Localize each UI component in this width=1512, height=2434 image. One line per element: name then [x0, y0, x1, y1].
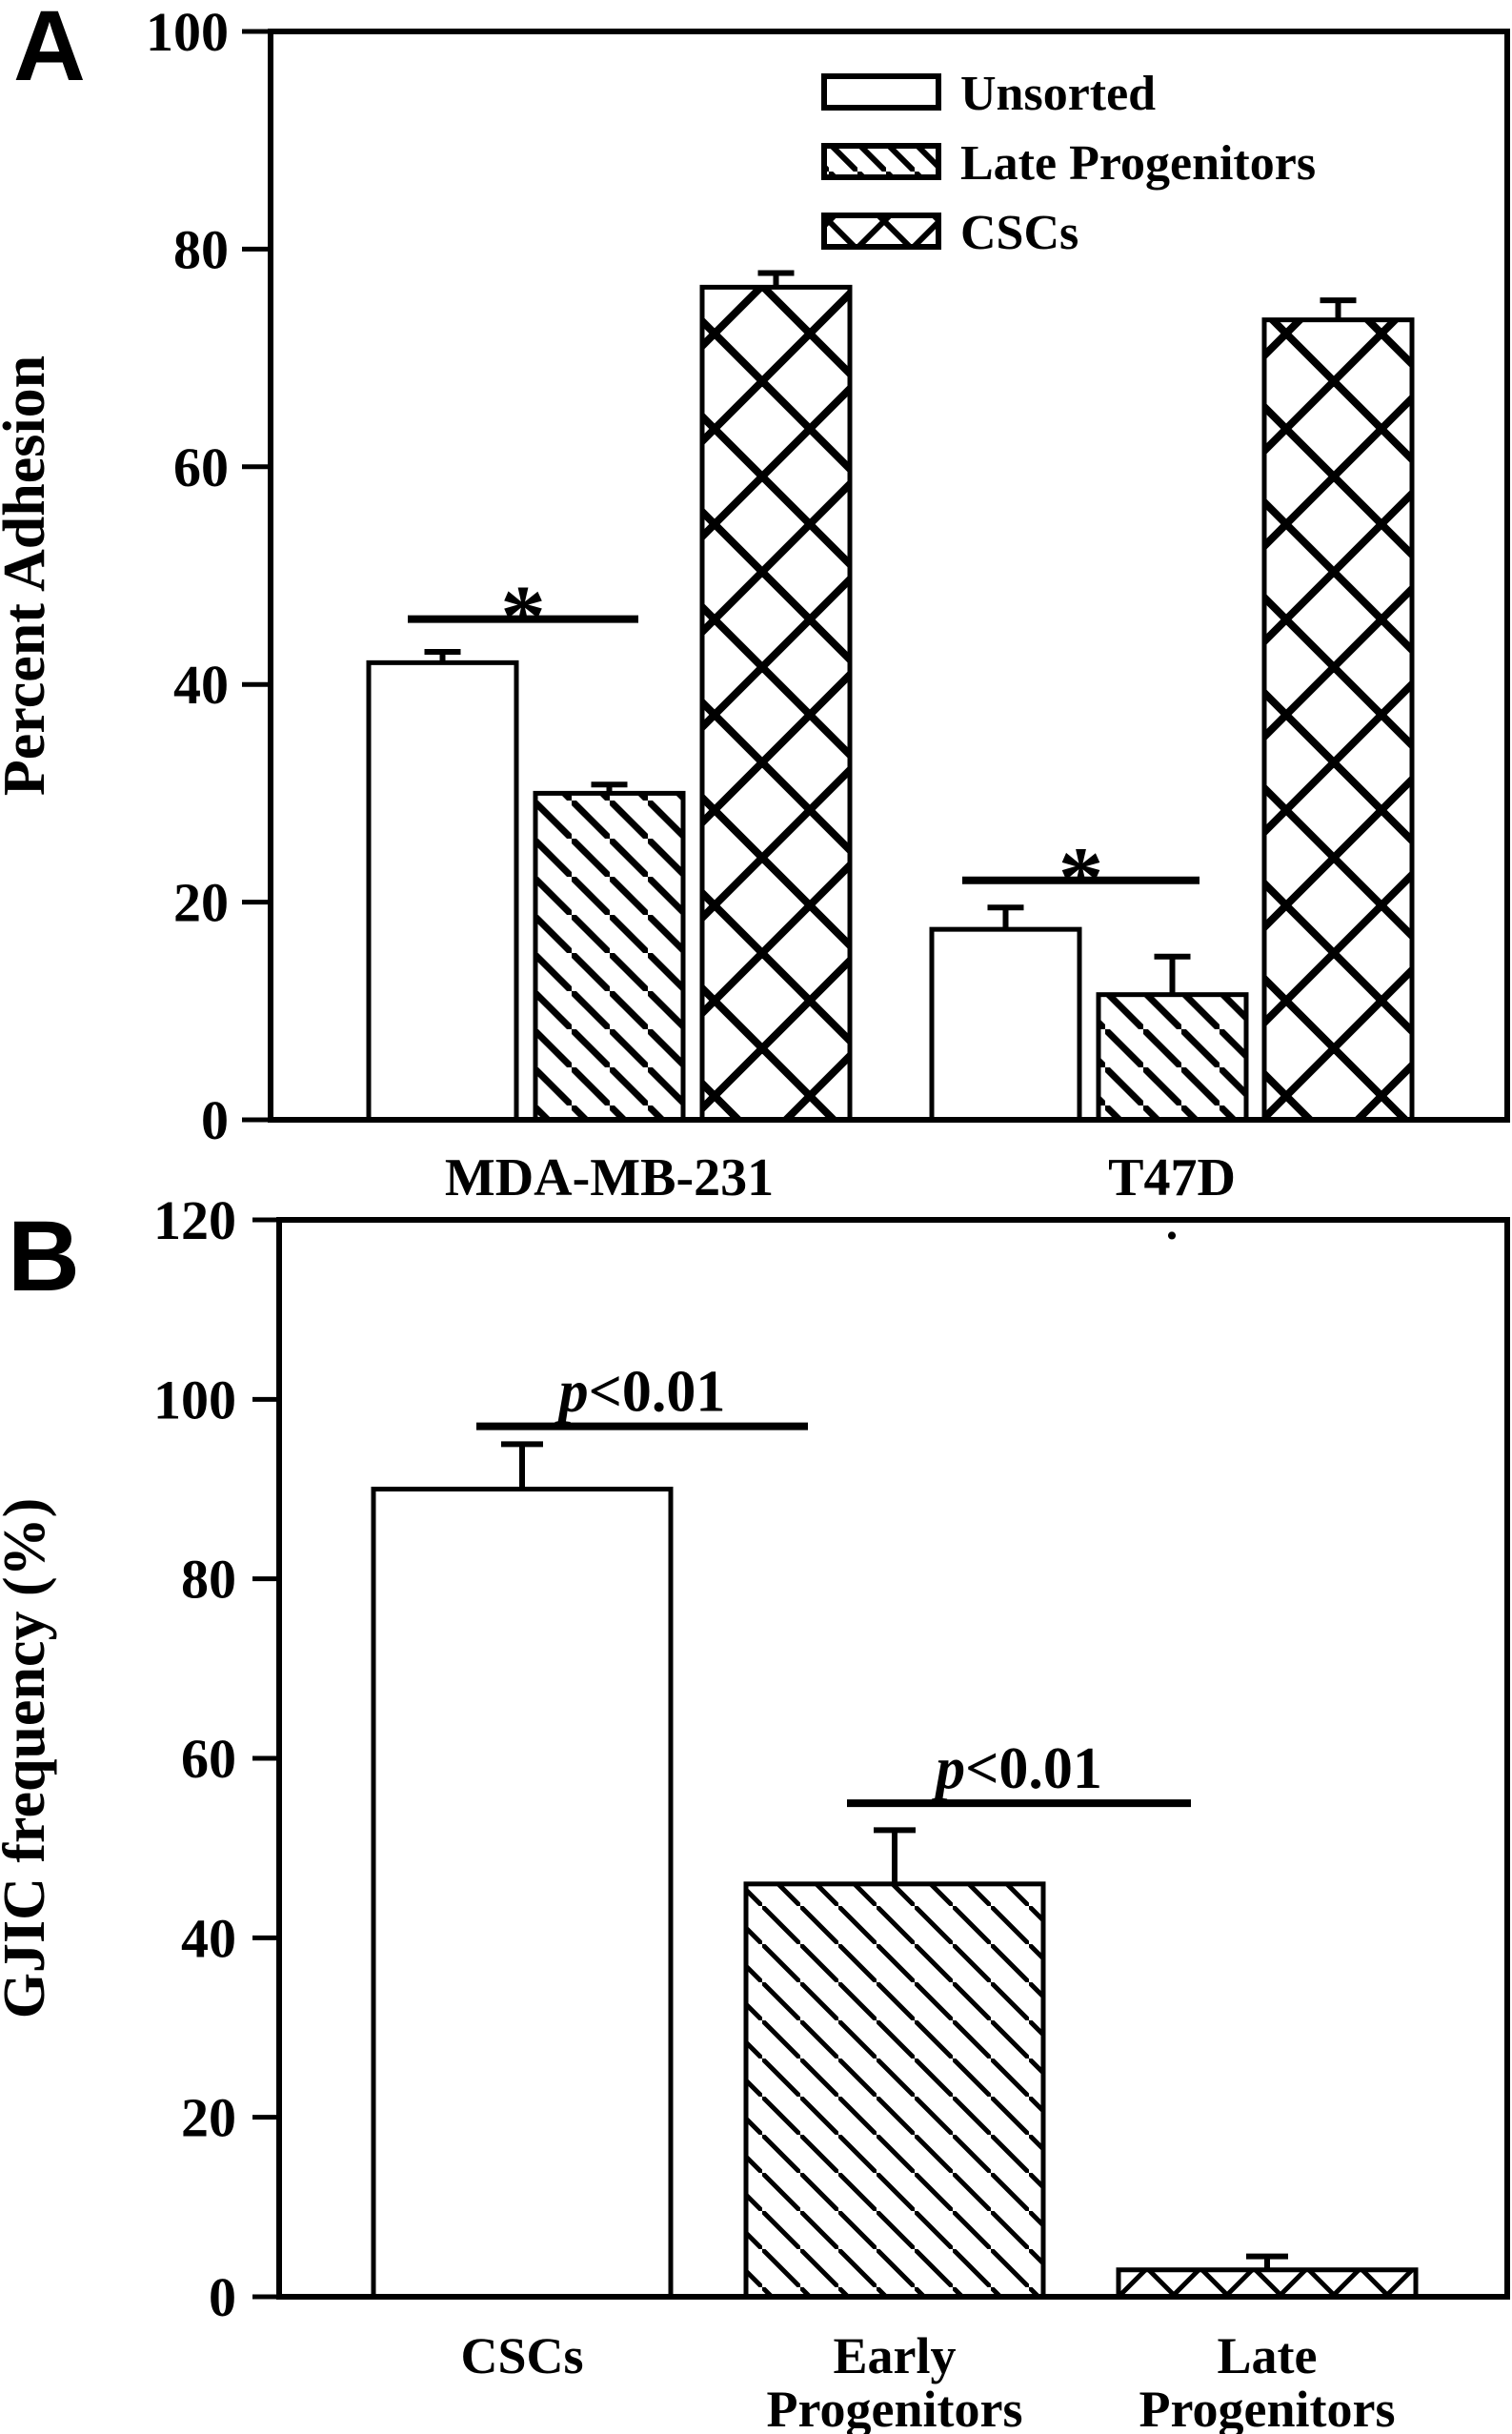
- bar-mda-mb-231-cscs: [699, 284, 853, 1123]
- y-tick-label: 100: [153, 1369, 236, 1430]
- legend-label-unsorted: Unsorted: [960, 67, 1156, 121]
- bar-early-progenitors: [743, 1881, 1046, 2300]
- bar-t47d-cscs: [1261, 317, 1415, 1123]
- plot-frame: [276, 1217, 1510, 2300]
- plot-frame: [268, 29, 1510, 1123]
- bar-cscs: [371, 1487, 674, 2300]
- x-label-early-progenitors-line1: Early: [834, 2327, 957, 2384]
- x-group-label-mda-mb-231: MDA-MB-231: [445, 1148, 774, 1207]
- legend-swatch-unsorted: [821, 73, 941, 111]
- x-label-late-progenitors-line1: Late: [1218, 2327, 1318, 2384]
- bar-t47d-late-progenitors: [1096, 992, 1249, 1123]
- significance-star-t47d: *: [1058, 828, 1104, 929]
- bar-mda-mb-231-unsorted: [366, 659, 519, 1123]
- y-tick-label: 80: [181, 1549, 236, 1611]
- bar-t47d-unsorted: [929, 926, 1082, 1123]
- y-tick-label: 80: [173, 218, 229, 280]
- panel-letter-a: A: [13, 0, 86, 102]
- x-label-cscs-line1: CSCs: [460, 2327, 583, 2384]
- x-group-label-t47d: T47D: [1108, 1148, 1236, 1207]
- y-tick-label: 120: [153, 1189, 236, 1251]
- y-tick-label: 20: [173, 872, 229, 934]
- panel-letter-b: B: [8, 1201, 80, 1312]
- x-label-early-progenitors-line2: Progenitors: [767, 2381, 1023, 2434]
- y-tick-label: 0: [209, 2266, 236, 2328]
- bar-late-progenitors: [1116, 2267, 1419, 2300]
- x-label-late-progenitors-line2: Progenitors: [1139, 2381, 1396, 2434]
- y-axis-title-a: Percent Adhesion: [0, 355, 57, 796]
- y-tick-label: 100: [146, 1, 229, 63]
- y-axis-title-b: GJIC frequency (%): [0, 1498, 57, 2018]
- legend-label-cscs: CSCs: [960, 206, 1079, 260]
- y-tick-label: 60: [173, 436, 229, 498]
- bar-mda-mb-231-late-progenitors: [533, 790, 686, 1123]
- legend-label-late-progenitors: Late Progenitors: [960, 136, 1316, 191]
- y-tick-label: 20: [181, 2087, 236, 2149]
- legend-swatch-cscs: [821, 213, 941, 250]
- y-tick-label: 40: [173, 654, 229, 716]
- y-tick-label: 0: [201, 1089, 229, 1151]
- y-tick-label: 40: [181, 1907, 236, 1969]
- significance-star-mda-mb-231: *: [500, 567, 546, 668]
- y-tick-label: 60: [181, 1728, 236, 1790]
- significance-text-b1: p<0.01: [554, 1360, 726, 1425]
- legend-swatch-late-progenitors: [821, 143, 941, 180]
- significance-text-b2: p<0.01: [931, 1736, 1102, 1801]
